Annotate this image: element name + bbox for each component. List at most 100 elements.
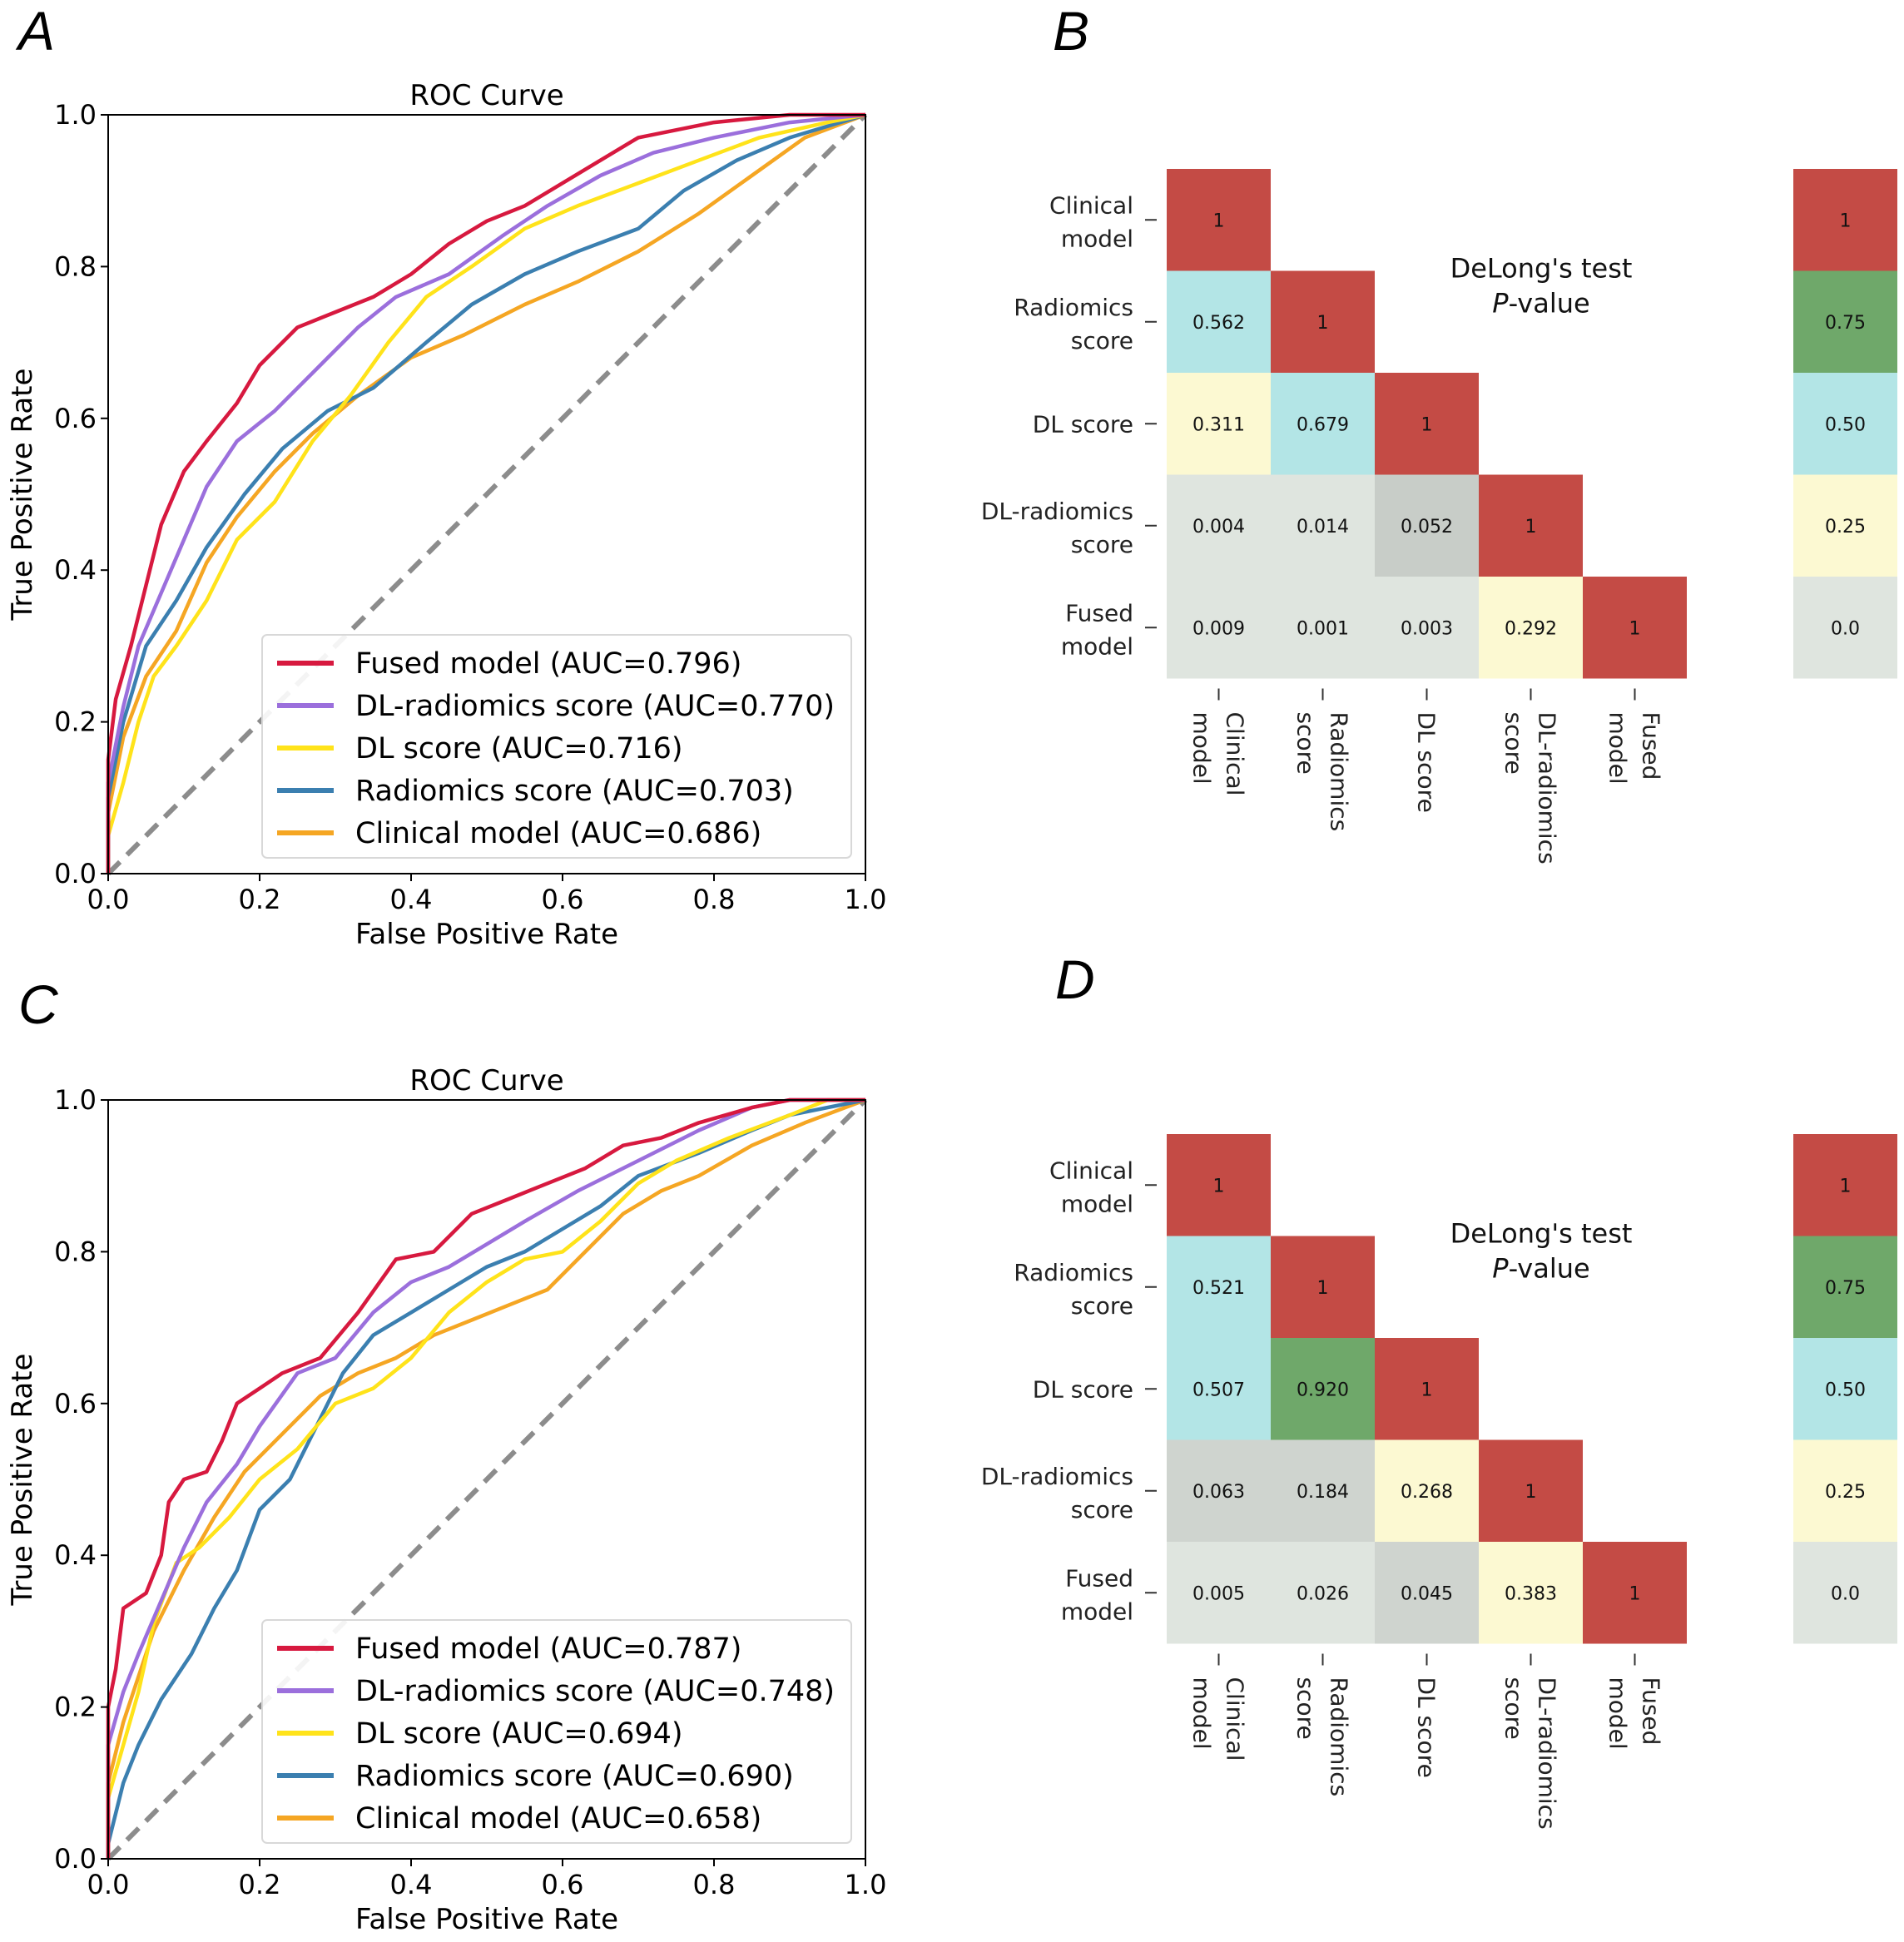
y-tick-label: 0.8	[54, 250, 97, 282]
x-tick-label: 0.8	[693, 1869, 736, 1900]
heatmap-cell	[1271, 373, 1375, 475]
heatmap-cell-value: 1	[1525, 517, 1537, 538]
heatmap-cell	[1479, 1439, 1583, 1542]
row-label: model	[1061, 225, 1133, 252]
heatmap-cell	[1583, 1542, 1687, 1644]
colorbar-segment	[1793, 1236, 1897, 1338]
roc-chart-a: ROC Curve 0.0 0.2 0.4 0.6 0.8 1.0 0.0 0.2 0.4 0.6 0…	[6, 79, 886, 951]
col-label: Clinical	[1222, 712, 1249, 796]
colorbar-label: 1	[1840, 1176, 1852, 1196]
x-tick-label: 0.0	[87, 884, 130, 915]
col-label: DL score	[1413, 712, 1440, 813]
heatmap-cell-value: 0.045	[1401, 1583, 1453, 1604]
heatmap-cell-value: 1	[1525, 1482, 1537, 1503]
y-tick-label: 0.8	[54, 1236, 97, 1267]
heatmap-cell	[1271, 270, 1375, 373]
colorbar-label: 0.75	[1825, 313, 1866, 334]
heatmap-cell-value: 0.004	[1192, 517, 1245, 538]
roc-curve-dl	[106, 112, 866, 874]
colorbar-label: 1	[1840, 211, 1852, 231]
legend-label-dl_radiomics: DL-radiomics score (AUC=0.770)	[355, 690, 835, 723]
heatmap-subtitle-p: P	[1492, 1253, 1509, 1285]
row-label: Fused	[1065, 599, 1133, 627]
heatmap-cell	[1167, 577, 1271, 679]
row-label: score	[1071, 1496, 1133, 1523]
colorbar-label: 0.50	[1825, 414, 1866, 435]
heatmap-cell	[1167, 1134, 1271, 1236]
y-tick-label: 0.6	[54, 403, 97, 434]
heatmap-cell-value: 1	[1317, 313, 1329, 334]
heatmap-cell-value: 0.052	[1401, 517, 1453, 538]
heatmap-cell	[1167, 270, 1271, 373]
col-label: score	[1500, 1677, 1528, 1740]
roc-curve-dl_radiomics	[106, 112, 866, 874]
heatmap-cell	[1375, 373, 1479, 475]
heatmap-cell-value: 0.562	[1192, 313, 1245, 334]
heatmap-cell-value: 1	[1213, 1176, 1225, 1196]
heatmap-cell-value: 1	[1213, 211, 1225, 231]
legend-label-dl_radiomics: DL-radiomics score (AUC=0.748)	[355, 1675, 835, 1708]
heatmap-cell-value: 0.311	[1192, 414, 1245, 435]
heatmap-cell	[1271, 1439, 1375, 1542]
col-label: model	[1188, 712, 1216, 785]
panel-letter-c: C	[18, 973, 59, 1035]
row-label: Fused	[1065, 1564, 1133, 1592]
colorbar-label: 0.0	[1831, 618, 1860, 639]
colorbar-segment	[1793, 1134, 1897, 1236]
col-label: Fused	[1638, 1677, 1665, 1746]
row-label: score	[1071, 1292, 1133, 1320]
col-label: DL score	[1413, 1677, 1440, 1778]
heatmap-cell	[1479, 474, 1583, 577]
legend-label-radiomics: Radiomics score (AUC=0.690)	[355, 1760, 794, 1793]
heatmap-cell-value: 0.005	[1192, 1583, 1245, 1604]
heatmap-cell	[1375, 577, 1479, 679]
heatmap-cell-value: 1	[1629, 1583, 1641, 1604]
colorbar-label: 0.50	[1825, 1380, 1866, 1400]
heatmap-b: 1 0.562 1 0.311 0.679 1 0.004 0.014 0.052 1 0.009 0…	[981, 169, 1897, 864]
heatmap-subtitle: P-value	[1492, 288, 1589, 320]
heatmap-cell	[1271, 577, 1375, 679]
col-label: Radiomics	[1326, 1677, 1353, 1797]
colorbar-label: 0.75	[1825, 1278, 1866, 1299]
colorbar-label: 0.25	[1825, 517, 1866, 538]
heatmap-cell-value: 0.679	[1297, 414, 1349, 435]
heatmap-cell-value: 0.383	[1505, 1583, 1557, 1604]
axes-frame	[107, 1099, 866, 1860]
roc-chart-c: ROC Curve 0.0 0.2 0.4 0.6 0.8 1.0 0.0 0.2 0.4 0.6 0…	[6, 1064, 886, 1936]
legend-label-fused: Fused model (AUC=0.796)	[355, 647, 741, 681]
heatmap-cell	[1271, 1236, 1375, 1338]
roc-curve-dl_radiomics	[106, 1097, 865, 1859]
x-axis-label: False Positive Rate	[355, 1903, 618, 1936]
heatmap-cell-value: 0.507	[1192, 1380, 1245, 1400]
row-label: Radiomics	[1014, 294, 1133, 321]
row-label: model	[1061, 632, 1133, 660]
heatmap-cell-value: 0.063	[1192, 1482, 1245, 1503]
x-tick-label: 0.0	[87, 1869, 130, 1900]
row-label: DL-radiomics	[981, 498, 1133, 525]
y-axis-label: True Positive Rate	[6, 369, 39, 622]
heatmap-cell-value: 0.003	[1401, 618, 1453, 639]
x-tick-label: 1.0	[845, 884, 887, 915]
heatmap-cell-value: 0.268	[1401, 1482, 1453, 1503]
heatmap-cell	[1375, 474, 1479, 577]
col-label: model	[1604, 1677, 1632, 1750]
legend	[261, 634, 852, 859]
heatmap-cell-value: 1	[1317, 1278, 1329, 1299]
legend-label-clinical: Clinical model (AUC=0.686)	[355, 817, 761, 850]
x-tick-label: 0.8	[693, 884, 736, 915]
heatmap-cell-value: 0.184	[1297, 1482, 1349, 1503]
heatmap-cell-value: 0.521	[1192, 1278, 1245, 1299]
y-tick-label: 0.4	[54, 554, 97, 586]
colorbar-label: 0.0	[1831, 1583, 1860, 1604]
y-axis-label: True Positive Rate	[6, 1354, 39, 1607]
heatmap-cell	[1167, 1542, 1271, 1644]
col-label: score	[1292, 1677, 1320, 1740]
heatmap-cell	[1167, 474, 1271, 577]
row-label: score	[1071, 327, 1133, 354]
heatmap-cell	[1271, 1338, 1375, 1440]
heatmap-title: DeLong's test	[1450, 253, 1633, 285]
heatmap-cell-value: 0.026	[1297, 1583, 1349, 1604]
chance-diagonal	[106, 1097, 868, 1861]
heatmap-cell-value: 1	[1421, 414, 1433, 435]
heatmap-cell-value: 0.001	[1297, 618, 1349, 639]
